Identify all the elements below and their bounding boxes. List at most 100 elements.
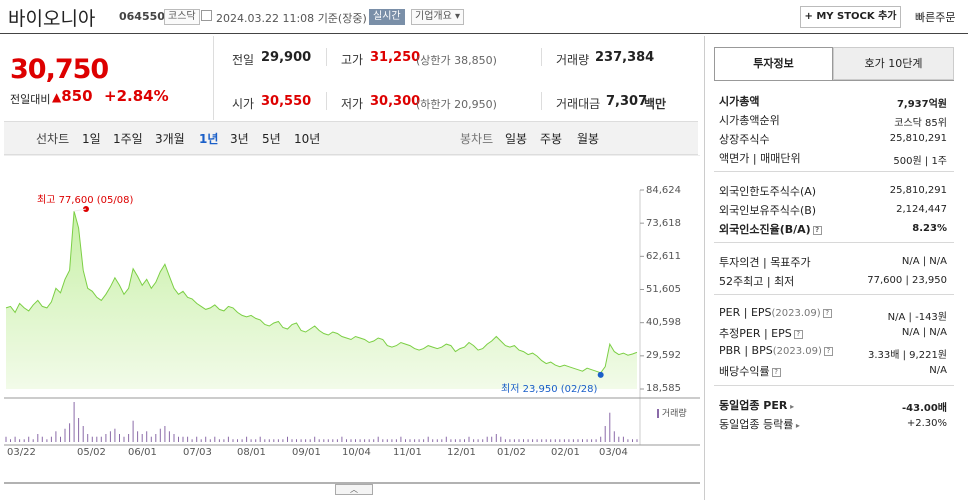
tab-investment-info[interactable]: 투자정보 <box>714 47 833 80</box>
w52-low-value: 23,950 <box>912 275 947 286</box>
x-tick: 07/03 <box>183 447 212 458</box>
opinion-value: N/A <box>901 256 920 267</box>
stock-name: 바이오니아 <box>8 8 96 30</box>
period-1w[interactable]: 1주일 <box>113 132 143 146</box>
high-annotation: 최고 77,600 (05/08) <box>37 195 134 206</box>
company-overview-button[interactable]: 기업개요 ▾ <box>411 9 465 25</box>
upper-limit: (상한가 38,850) <box>416 54 497 67</box>
low-label: 저가 <box>341 97 364 111</box>
high-value: 31,250 <box>370 50 421 65</box>
face-value-row-value: 500원 | 1주 <box>893 156 947 167</box>
eps-label: EPS <box>750 306 772 319</box>
line-chart-label[interactable]: 선차트 <box>36 132 70 146</box>
y-tick: 40,598 <box>646 317 681 328</box>
trade-unit-value: 1주 <box>931 156 947 167</box>
est-eps-label: EPS <box>771 327 792 340</box>
face-value-row-label: 액면가 | 매매단위 <box>719 152 801 165</box>
target-value: N/A <box>929 256 947 267</box>
sector-change-label-text: 동일업종 등락률 <box>719 418 794 431</box>
y-tick: 18,585 <box>646 383 681 394</box>
tab-orderbook[interactable]: 호가 10단계 <box>833 47 954 80</box>
help-icon[interactable]: ? <box>823 346 833 356</box>
low-marker <box>597 371 604 378</box>
realtime-badge[interactable]: 실시간 <box>369 9 405 25</box>
candle-chart-label: 봉차트 <box>460 132 494 146</box>
y-tick: 73,618 <box>646 218 681 229</box>
w52-high-value: 77,600 <box>867 275 903 286</box>
datetime-text: 2024.03.22 11:08 <box>216 12 315 25</box>
y-tick: 84,624 <box>646 185 681 196</box>
high-label: 고가 <box>341 53 364 67</box>
period-1d[interactable]: 1일 <box>82 132 101 146</box>
target-label: 목표주가 <box>770 256 811 269</box>
shares-label: 상장주식수 <box>719 133 770 146</box>
period-10y[interactable]: 10년 <box>294 132 321 146</box>
market-cap-rank-value: 코스닥 85위 <box>894 118 947 129</box>
amount-label: 거래대금 <box>556 97 601 111</box>
prev-close-value: 29,900 <box>261 50 312 65</box>
x-tick: 05/02 <box>77 447 106 458</box>
diff-label: 전일대비 <box>10 93 51 106</box>
est-per-row-label: 추정PER | EPS? <box>719 325 803 341</box>
sector-per-label-text: 동일업종 PER <box>719 399 788 412</box>
face-value-label: 액면가 <box>719 152 750 165</box>
divider <box>326 92 327 110</box>
diff-value: ▲850 <box>52 87 93 105</box>
company-overview-label: 기업개요 <box>415 11 452 22</box>
help-icon[interactable]: ? <box>771 367 781 377</box>
period-5y[interactable]: 5년 <box>262 132 281 146</box>
calendar-icon <box>201 10 212 21</box>
amount-value: 7,307 <box>606 94 648 109</box>
divider <box>714 294 954 295</box>
help-icon[interactable]: ? <box>812 225 822 235</box>
open-value: 30,550 <box>261 94 312 109</box>
foreign-ratio-value: 8.23% <box>912 223 947 234</box>
shares-value: 25,810,291 <box>889 133 947 144</box>
period-1y[interactable]: 1년 <box>199 132 219 146</box>
opinion-label: 투자의견 <box>719 256 760 269</box>
sector-per-value: -43.00배 <box>902 403 947 414</box>
divider <box>714 171 954 172</box>
x-tick: 03/22 <box>7 447 36 458</box>
period-bar <box>4 121 698 155</box>
bps-value: 9,221원 <box>909 350 947 361</box>
dividend-value: N/A <box>929 365 947 376</box>
low-annotation: 최저 23,950 (02/28) <box>501 384 598 395</box>
add-mystock-button[interactable]: + MY STOCK 추가 <box>800 6 901 28</box>
dividend-row-label: 배당수익률? <box>719 363 781 379</box>
up-arrow-icon: ▲ <box>52 90 62 104</box>
bps-label: BPS <box>751 344 773 357</box>
diff-percent: +2.84% <box>104 87 169 105</box>
candle-weekly[interactable]: 주봉 <box>540 132 563 146</box>
period-3m[interactable]: 3개월 <box>155 132 185 146</box>
sector-per-label[interactable]: 동일업종 PER ▸ <box>719 397 794 413</box>
y-tick: 51,605 <box>646 284 681 295</box>
per-row-label: PER | EPS(2023.09)? <box>719 306 832 319</box>
price-line <box>5 211 638 374</box>
x-tick: 09/01 <box>292 447 321 458</box>
pbr-value: 3.33배 <box>867 350 900 361</box>
candle-monthly[interactable]: 월봉 <box>577 132 600 146</box>
opinion-row-value: N/A | N/A <box>901 256 947 267</box>
per-row-value: N/A | -143원 <box>887 312 947 323</box>
diff-number: 850 <box>61 87 93 105</box>
period-3y[interactable]: 3년 <box>230 132 249 146</box>
x-tick: 02/01 <box>551 447 580 458</box>
divider <box>714 242 954 243</box>
x-tick: 01/02 <box>497 447 526 458</box>
header-divider <box>0 33 968 34</box>
sector-change-label[interactable]: 동일업종 등락률 ▸ <box>719 416 800 432</box>
y-tick: 29,592 <box>646 350 681 361</box>
collapse-chevron-icon[interactable]: ︿ <box>335 484 373 495</box>
opinion-row-label: 투자의견 | 목표주가 <box>719 256 811 269</box>
foreign-hold-value: 2,124,447 <box>896 204 947 215</box>
quick-order-button[interactable]: 빠른주문 <box>915 11 956 24</box>
pbr-row-value: 3.33배 | 9,221원 <box>867 350 947 361</box>
quote-datetime: 2024.03.22 11:08 기준(장중) <box>216 10 367 26</box>
est-eps-value: N/A <box>929 327 947 338</box>
candle-daily[interactable]: 일봉 <box>505 132 528 146</box>
help-icon[interactable]: ? <box>793 329 803 339</box>
caret-right-icon: ▸ <box>793 421 800 430</box>
market-badge: 코스닥 <box>164 9 200 25</box>
help-icon[interactable]: ? <box>822 308 832 318</box>
